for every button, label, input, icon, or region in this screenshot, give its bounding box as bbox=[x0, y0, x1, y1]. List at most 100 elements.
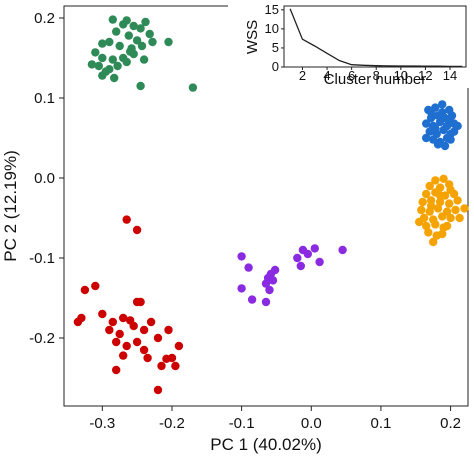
scatter-point-cluster-1 bbox=[136, 81, 145, 91]
scatter-point-cluster-5 bbox=[119, 351, 128, 360]
inset-x-tick-label: 8 bbox=[373, 68, 380, 83]
scatter-point-cluster-4 bbox=[296, 261, 305, 271]
scatter-point-cluster-1 bbox=[129, 21, 138, 31]
scatter-point-cluster-4 bbox=[303, 249, 312, 259]
scatter-point-cluster-5 bbox=[122, 215, 131, 224]
scatter-point-cluster-3 bbox=[422, 189, 431, 199]
scatter-point-cluster-1 bbox=[126, 47, 135, 56]
scatter-point-cluster-4 bbox=[237, 284, 246, 293]
scatter-point-cluster-1 bbox=[164, 37, 173, 47]
inset-x-axis-label: Cluster number bbox=[324, 71, 427, 88]
scatter-point-cluster-3 bbox=[429, 237, 438, 247]
scatter-points bbox=[73, 15, 469, 395]
scatter-point-cluster-4 bbox=[293, 253, 302, 263]
scatter-point-cluster-5 bbox=[108, 317, 118, 327]
scatter-point-cluster-5 bbox=[105, 325, 114, 335]
scatter-point-cluster-5 bbox=[171, 361, 180, 371]
scatter-point-cluster-5 bbox=[115, 329, 124, 339]
x-tick-label: -0.1 bbox=[229, 415, 255, 432]
main-y-axis: 0.2 0.1 0.0 -0.1 -0.2 bbox=[29, 10, 64, 347]
scatter-point-cluster-4 bbox=[270, 265, 280, 275]
scatter-point-cluster-3 bbox=[433, 204, 443, 213]
scatter-point-cluster-1 bbox=[124, 31, 133, 40]
scatter-point-cluster-5 bbox=[146, 317, 156, 327]
scatter-point-cluster-3 bbox=[439, 174, 448, 183]
scatter-point-cluster-4 bbox=[338, 245, 347, 255]
scatter-point-cluster-5 bbox=[162, 354, 171, 363]
scatter-point-cluster-5 bbox=[136, 297, 145, 307]
scatter-point-cluster-2 bbox=[422, 119, 431, 128]
scatter-point-cluster-3 bbox=[425, 181, 434, 191]
scatter-point-cluster-1 bbox=[91, 48, 100, 57]
scatter-point-cluster-1 bbox=[139, 55, 149, 64]
inset-y-axis-label: WSS bbox=[244, 20, 261, 54]
scatter-point-cluster-1 bbox=[105, 37, 114, 47]
scatter-point-cluster-3 bbox=[426, 201, 436, 211]
scatter-point-cluster-1 bbox=[132, 36, 142, 45]
scatter-point-cluster-3 bbox=[422, 221, 431, 231]
scatter-point-cluster-5 bbox=[77, 313, 86, 323]
scatter-point-cluster-1 bbox=[113, 61, 122, 71]
scatter-point-cluster-2 bbox=[433, 111, 443, 120]
y-tick-label: -0.1 bbox=[29, 250, 55, 267]
y-tick-label: 0.2 bbox=[34, 10, 55, 27]
x-tick-label: 0.0 bbox=[301, 415, 322, 432]
scatter-point-cluster-2 bbox=[422, 133, 431, 143]
scatter-point-cluster-4 bbox=[315, 257, 324, 267]
scatter-point-cluster-5 bbox=[112, 337, 121, 347]
x-tick-label: 0.2 bbox=[440, 415, 461, 432]
scatter-point-cluster-4 bbox=[247, 295, 257, 304]
inset-plot-frame bbox=[283, 5, 467, 68]
scatter-point-cluster-5 bbox=[174, 341, 184, 351]
scatter-point-cluster-5 bbox=[98, 309, 107, 319]
scatter-point-cluster-5 bbox=[132, 337, 142, 347]
scatter-point-cluster-3 bbox=[446, 185, 455, 195]
scatter-point-cluster-2 bbox=[426, 108, 436, 117]
scatter-point-cluster-5 bbox=[119, 313, 128, 323]
scatter-point-cluster-1 bbox=[137, 41, 147, 51]
scatter-point-cluster-4 bbox=[237, 252, 246, 261]
inset-x-tick-label: 4 bbox=[323, 68, 330, 83]
inset-y-tick-label: 0 bbox=[272, 59, 279, 74]
scatter-point-cluster-1 bbox=[122, 16, 131, 25]
scatter-point-cluster-3 bbox=[446, 213, 455, 223]
scatter-point-cluster-1 bbox=[108, 55, 118, 64]
scatter-point-cluster-3 bbox=[451, 205, 460, 215]
scatter-point-cluster-1 bbox=[87, 60, 97, 69]
inset-x-tick-label: 6 bbox=[348, 68, 355, 83]
scatter-point-cluster-5 bbox=[164, 325, 173, 335]
scatter-point-cluster-3 bbox=[417, 205, 426, 215]
scatter-point-cluster-3 bbox=[442, 221, 452, 231]
scatter-point-cluster-3 bbox=[415, 217, 424, 227]
scatter-point-cluster-3 bbox=[435, 197, 445, 207]
scatter-point-cluster-5 bbox=[132, 225, 142, 235]
inset-background bbox=[228, 2, 470, 88]
inset-y-tick-label: 10 bbox=[265, 21, 279, 36]
scatter-point-cluster-3 bbox=[455, 213, 464, 223]
scatter-point-cluster-1 bbox=[98, 39, 107, 48]
scatter-point-cluster-3 bbox=[445, 199, 454, 208]
scatter-point-cluster-5 bbox=[112, 365, 121, 375]
scatter-point-cluster-1 bbox=[122, 57, 131, 67]
scatter-point-cluster-5 bbox=[91, 281, 100, 291]
scatter-point-cluster-1 bbox=[108, 15, 118, 24]
x-tick-label: 0.1 bbox=[371, 415, 392, 432]
inset-y-tick-label: 15 bbox=[265, 2, 279, 17]
scatter-point-cluster-1 bbox=[98, 53, 107, 63]
scatter-point-cluster-5 bbox=[122, 341, 131, 351]
y-tick-label: -0.2 bbox=[29, 330, 55, 347]
inset-x-tick-label: 12 bbox=[418, 68, 432, 83]
scatter-point-cluster-5 bbox=[153, 385, 163, 395]
scatter-point-cluster-5 bbox=[153, 333, 163, 343]
scatter-point-cluster-3 bbox=[453, 196, 462, 205]
scatter-point-cluster-2 bbox=[431, 124, 440, 133]
y-axis-label: PC 2 (12.19%) bbox=[1, 150, 20, 262]
scatter-point-cluster-5 bbox=[129, 321, 138, 331]
scatter-point-cluster-1 bbox=[94, 61, 104, 71]
inset-x-axis: 2 4 6 8 10 12 14 bbox=[299, 67, 457, 83]
scatter-point-cluster-1 bbox=[115, 41, 124, 51]
scatter-point-cluster-3 bbox=[418, 197, 427, 207]
scatter-point-cluster-4 bbox=[265, 285, 274, 295]
y-tick-label: 0.0 bbox=[34, 170, 55, 187]
scatter-point-cluster-1 bbox=[188, 83, 198, 92]
